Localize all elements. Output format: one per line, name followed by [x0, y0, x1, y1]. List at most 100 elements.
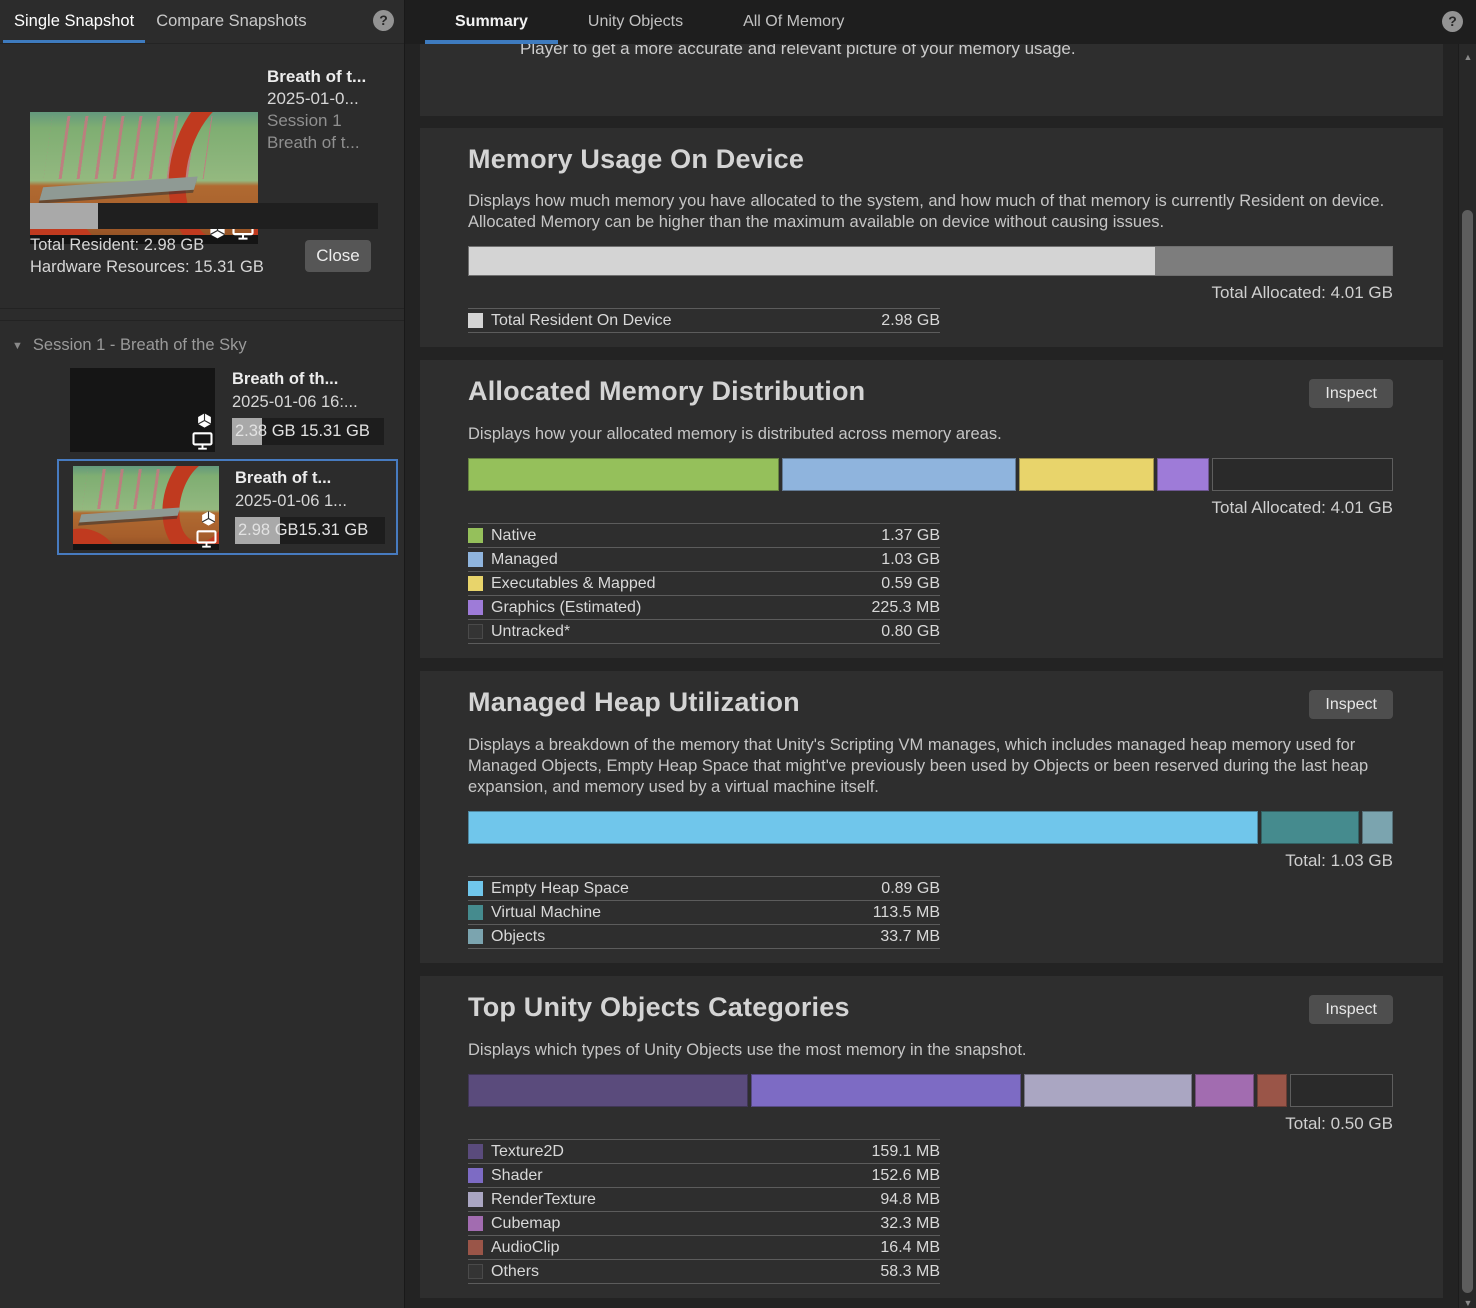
section-description: Displays how much memory you have alloca…: [468, 192, 1385, 231]
snapshot-product: Breath of t...: [267, 133, 360, 152]
legend-label: AudioClip: [491, 1238, 560, 1256]
legend-value: 2.98 GB: [881, 311, 940, 329]
vertical-scrollbar[interactable]: ▲ ▼: [1458, 44, 1476, 1308]
legend-value: 1.37 GB: [881, 526, 940, 544]
legend-value: 152.6 MB: [871, 1166, 940, 1184]
tab-compare-snapshots[interactable]: Compare Snapshots: [156, 12, 307, 30]
snapshot-size-fill: [232, 418, 263, 445]
unity-cube-icon: [197, 413, 212, 428]
session-label: Session 1 - Breath of the Sky: [32, 336, 247, 354]
scroll-down-icon[interactable]: ▼: [1463, 1298, 1473, 1308]
thumbnail-art: [73, 544, 219, 550]
bar-segment: [1212, 458, 1393, 491]
legend-row: Empty Heap Space 0.89 GB: [468, 877, 940, 901]
scrollbar-thumb[interactable]: [1462, 210, 1473, 1293]
section-description: Displays how your allocated memory is di…: [468, 425, 1002, 443]
legend-row: Managed 1.03 GB: [468, 548, 940, 572]
total-allocated-label: Total Allocated: 4.01 GB: [1211, 283, 1393, 302]
section-title: Managed Heap Utilization: [468, 687, 800, 717]
legend-swatch: [468, 1216, 483, 1231]
snapshot-stats: Total Resident: 2.98 GB Hardware Resourc…: [30, 234, 264, 278]
monitor-icon: [196, 530, 217, 548]
legend-value: 33.7 MB: [880, 927, 940, 945]
snapshot-thumbnail: [70, 368, 215, 452]
legend-swatch: [468, 1168, 483, 1183]
legend-row: RenderTexture 94.8 MB: [468, 1188, 940, 1212]
help-icon[interactable]: ?: [1442, 11, 1463, 32]
bar-segment: [1023, 1074, 1193, 1107]
snapshots-sidebar: Single Snapshot Compare Snapshots ? Brea…: [0, 0, 404, 1308]
scroll-up-icon[interactable]: ▲: [1463, 52, 1473, 62]
snapshot-size-bar: 2.38 GB 15.31 GB: [232, 418, 384, 445]
legend-value: 1.03 GB: [881, 550, 940, 568]
legend-row: Untracked* 0.80 GB: [468, 620, 940, 644]
legend-swatch: [468, 313, 483, 328]
resident-progress-bar: [30, 203, 378, 229]
help-icon[interactable]: ?: [373, 10, 394, 31]
inspect-button[interactable]: Inspect: [1309, 995, 1393, 1024]
summary-main-panel: Summary Unity Objects All Of Memory ? Pl…: [404, 0, 1476, 1308]
legend-label: Cubemap: [491, 1214, 561, 1232]
legend-label: Graphics (Estimated): [491, 598, 642, 616]
legend-value: 225.3 MB: [871, 598, 940, 616]
snapshot-title: Breath of t...: [235, 469, 332, 487]
legend-value: 0.59 GB: [881, 574, 940, 592]
tab-summary[interactable]: Summary: [425, 0, 558, 44]
snapshot-meta: Breath of th... 2025-01-06 16:... 2.38 G…: [232, 368, 388, 445]
summary-scroll-area: Player to get a more accurate and releva…: [405, 44, 1459, 1308]
legend-swatch: [468, 1192, 483, 1207]
bar-segment: [1156, 458, 1210, 491]
legend-swatch: [468, 528, 483, 543]
snapshot-size-fill: [235, 517, 280, 544]
legend-row: Objects 33.7 MB: [468, 925, 940, 949]
legend-swatch: [468, 1264, 483, 1279]
legend-label: Total Resident On Device: [491, 311, 672, 329]
section-allocated-memory-distribution: Allocated Memory Distribution Inspect Di…: [420, 360, 1443, 658]
legend-label: Executables & Mapped: [491, 574, 656, 592]
section-description: Displays a breakdown of the memory that …: [468, 736, 1369, 796]
legend-swatch: [468, 576, 483, 591]
snapshot-sizes: 2.38 GB 15.31 GB: [235, 422, 370, 440]
legend-label: Texture2D: [491, 1142, 564, 1160]
tab-single-snapshot[interactable]: Single Snapshot: [3, 0, 146, 43]
legend-label: Others: [491, 1262, 540, 1280]
bar-segment: [1361, 811, 1393, 844]
legend-row: Total Resident On Device 2.98 GB: [468, 309, 940, 333]
legend-swatch: [468, 1144, 483, 1159]
bar-segment: [1260, 811, 1359, 844]
top-objects-bar: [468, 1074, 1393, 1107]
section-managed-heap-utilization: Managed Heap Utilization Inspect Display…: [420, 671, 1443, 963]
snapshot-list-item[interactable]: Breath of th... 2025-01-06 16:... 2.38 G…: [60, 368, 398, 454]
legend-value: 16.4 MB: [880, 1238, 940, 1256]
legend-label: Managed: [491, 550, 558, 568]
inspect-button[interactable]: Inspect: [1309, 379, 1393, 408]
bar-segment: [468, 811, 1258, 844]
session-foldout[interactable]: ▼ Session 1 - Breath of the Sky: [12, 336, 247, 355]
legend-row: Others 58.3 MB: [468, 1260, 940, 1284]
legend-swatch: [468, 552, 483, 567]
section-clipped: Player to get a more accurate and releva…: [420, 44, 1443, 116]
snapshot-title: Breath of t...: [267, 67, 367, 86]
snapshot-date: 2025-01-06 1...: [235, 492, 347, 510]
tab-all-of-memory[interactable]: All Of Memory: [743, 13, 845, 30]
legend-label: Empty Heap Space: [491, 879, 629, 897]
legend-row: Native 1.37 GB: [468, 524, 940, 548]
section-title: Memory Usage On Device: [468, 144, 805, 174]
bar-segment: [751, 1074, 1021, 1107]
close-button[interactable]: Close: [305, 240, 371, 272]
section-title: Top Unity Objects Categories: [468, 992, 850, 1022]
foldout-triangle-icon: ▼: [12, 339, 23, 352]
bar-segment: [468, 1074, 749, 1107]
legend-swatch: [468, 905, 483, 920]
legend-row: Texture2D 159.1 MB: [468, 1140, 940, 1164]
legend-row: Virtual Machine 113.5 MB: [468, 901, 940, 925]
platform-icons: [192, 412, 213, 450]
monitor-icon: [192, 432, 213, 450]
tab-unity-objects[interactable]: Unity Objects: [587, 13, 684, 30]
bar-segment: [1154, 247, 1393, 275]
snapshot-list-item-selected[interactable]: Breath of t... 2025-01-06 1... 2.98 GB15…: [57, 459, 398, 555]
legend-table: Empty Heap Space 0.89 GB Virtual Machine 11…: [468, 876, 940, 949]
legend-table: Texture2D 159.1 MB Shader 152.6 MB RenderTex…: [468, 1139, 940, 1284]
inspect-button[interactable]: Inspect: [1309, 690, 1393, 719]
legend-label: Virtual Machine: [491, 903, 601, 921]
